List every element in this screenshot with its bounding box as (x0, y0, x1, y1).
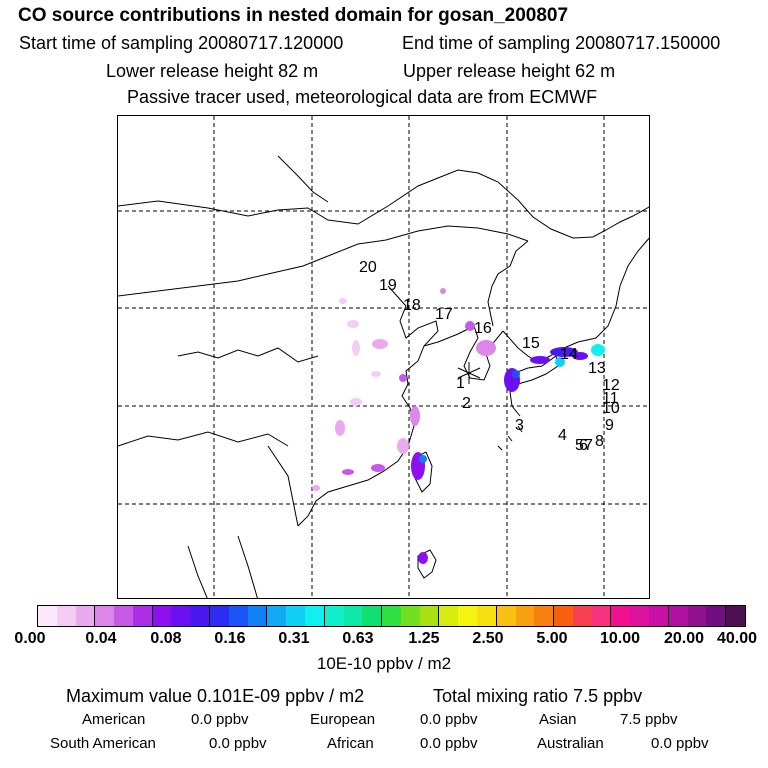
region-name: Asian (539, 711, 577, 728)
colorbar-segment (687, 606, 707, 626)
trajectory-label: 9 (605, 417, 614, 434)
start-time-label: Start time of sampling 20080717.120000 (19, 33, 344, 53)
colorbar-tick: 1.25 (408, 630, 440, 647)
trajectory-label: 17 (435, 306, 453, 323)
colorbar-segment (496, 606, 516, 626)
colorbar-segment (534, 606, 555, 626)
lat-lon-grid (118, 116, 649, 598)
trajectory-label: 15 (522, 335, 540, 352)
end-time-label: End time of sampling 20080717.150000 (402, 33, 721, 53)
colorbar-tick: 0.08 (150, 630, 182, 647)
colorbar-segment (247, 606, 268, 626)
trajectory-label: 10 (602, 400, 620, 417)
upper-release-height-label: Upper release height 62 m (403, 61, 616, 81)
colorbar-tick: 40.00 (716, 630, 758, 647)
map-title: CO source contributions in nested domain… (18, 5, 569, 26)
colorbar-segment (591, 606, 612, 626)
colorbar-segment (171, 606, 191, 626)
colorbar-tick: 0.16 (214, 630, 246, 647)
colorbar-segment (114, 606, 133, 626)
trajectory-label: 12 (602, 377, 620, 394)
star-icon (457, 362, 481, 384)
colorbar-segment (706, 606, 727, 626)
colorbar-segment (382, 606, 401, 626)
colorbar-segment (649, 606, 669, 626)
colorbar-segment (152, 606, 172, 626)
colorbar-segment (343, 606, 363, 626)
region-value: 0.0 ppbv (651, 735, 709, 752)
colorbar-segment (439, 606, 459, 626)
region-name: European (310, 711, 376, 728)
colorbar-segment (572, 606, 592, 626)
map-canvas: 1 2 3 4 5 6 7 8 9 10 11 12 13 14 15 16 1… (118, 116, 649, 598)
colorbar-segment (611, 606, 631, 626)
region-value: 0.0 ppbv (420, 735, 478, 752)
trajectory-label: 20 (359, 259, 377, 276)
colorbar-segment (210, 606, 229, 626)
trajectory-label: 1 (456, 375, 465, 392)
colorbar-tick: 2.50 (472, 630, 504, 647)
trajectory-labels: 1 2 3 4 5 6 7 8 9 10 11 12 13 14 15 16 1… (359, 259, 620, 454)
trajectory-label: 16 (474, 320, 492, 337)
lower-release-height-label: Lower release height 82 m (106, 61, 319, 81)
region-name: American (82, 711, 146, 728)
contribution-field (312, 288, 605, 564)
region-value: 0.0 ppbv (209, 735, 267, 752)
region-name: South American (50, 735, 156, 752)
trajectory-label: 4 (558, 427, 567, 444)
colorbar-segment (267, 606, 287, 626)
trajectory-label: 11 (602, 390, 619, 407)
colorbar-segment (324, 606, 344, 626)
trajectory-label: 2 (462, 395, 471, 412)
region-name: Australian (537, 735, 604, 752)
trajectory-label: 18 (403, 297, 421, 314)
colorbar-segment (56, 606, 76, 626)
trajectory-label: 5 (575, 437, 584, 454)
colorbar-tick: 0.00 (14, 630, 46, 647)
colorbar-segment (458, 606, 477, 626)
trajectory-label: 14 (560, 346, 578, 363)
colorbar-segment (668, 606, 688, 626)
colorbar-segment (400, 606, 420, 626)
colorbar-tick: 0.63 (342, 630, 374, 647)
coastlines (118, 155, 649, 598)
trajectory-label: 7 (584, 437, 593, 454)
colorbar-segment (38, 606, 57, 626)
colorbar-tick: 5.00 (536, 630, 568, 647)
colorbar-tick: 0.04 (85, 630, 117, 647)
trajectory-label: 19 (379, 277, 397, 294)
colorbar-segment (228, 606, 248, 626)
colorbar-tick: 10.00 (599, 630, 641, 647)
colorbar-segment (362, 606, 383, 626)
colorbar-segment (304, 606, 325, 626)
colorbar-segment (476, 606, 497, 626)
nested-domain-map: 1 2 3 4 5 6 7 8 9 10 11 12 13 14 15 16 1… (117, 115, 650, 599)
region-value: 7.5 ppbv (620, 711, 678, 728)
colorbar-segment (75, 606, 96, 626)
colorbar-segment (132, 606, 153, 626)
colorbar-segment (630, 606, 649, 626)
trajectory-label: 8 (595, 433, 604, 450)
colorbar-segment (190, 606, 211, 626)
colorbar-segment (419, 606, 440, 626)
region-value: 0.0 ppbv (420, 711, 478, 728)
region-name: African (327, 735, 374, 752)
maximum-value: Maximum value 0.101E-09 ppbv / m2 (66, 686, 365, 706)
colorbar-segment (726, 606, 745, 626)
colorbar-segment (95, 606, 115, 626)
colorbar (37, 605, 746, 627)
tracer-note: Passive tracer used, meteorological data… (127, 87, 598, 107)
total-mixing-ratio: Total mixing ratio 7.5 ppbv (433, 686, 643, 706)
colorbar-segment (554, 606, 573, 626)
colorbar-tick: 0.31 (278, 630, 310, 647)
trajectory-label: 6 (579, 437, 588, 454)
colorbar-units: 10E-10 ppbv / m2 (316, 654, 452, 673)
colorbar-segment (515, 606, 535, 626)
region-value: 0.0 ppbv (191, 711, 249, 728)
trajectory-label: 3 (515, 417, 524, 434)
colorbar-tick: 20.00 (663, 630, 705, 647)
colorbar-segment (286, 606, 305, 626)
trajectory-label: 13 (588, 360, 606, 377)
